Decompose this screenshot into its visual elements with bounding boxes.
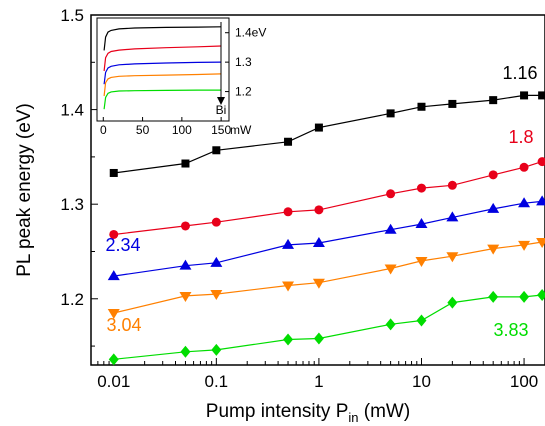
data-point (179, 291, 192, 302)
data-point (107, 270, 120, 281)
series-label: 3.83 (493, 320, 528, 340)
data-point (415, 256, 428, 267)
inset-y-tick-label: 1.2 (235, 85, 252, 99)
data-point (416, 183, 426, 193)
data-point (446, 211, 459, 222)
inset-x-tick-label: 150 (211, 123, 231, 137)
main-plot-frame (90, 14, 545, 366)
inset-series-line (103, 73, 222, 97)
y-tick-label: 1.2 (60, 290, 84, 309)
x-tick-label: 0.1 (205, 372, 229, 391)
x-tick-label: 10 (412, 372, 431, 391)
data-point (108, 353, 119, 366)
data-point (488, 290, 499, 303)
data-point (487, 202, 500, 213)
data-point (107, 308, 120, 319)
data-point (211, 343, 222, 356)
data-point (181, 159, 190, 168)
data-point (520, 91, 529, 100)
data-point (448, 99, 457, 108)
data-point (489, 96, 498, 105)
data-point (447, 296, 458, 309)
data-point (180, 345, 191, 358)
data-point (386, 109, 395, 118)
y-tick-label: 1.5 (60, 6, 84, 25)
series-line (113, 200, 543, 277)
data-point (314, 205, 324, 215)
data-point (109, 168, 118, 177)
data-point (384, 223, 397, 234)
data-point (180, 221, 190, 231)
inset-x-tick-label: 50 (136, 123, 150, 137)
x-tick-label: 0.01 (97, 372, 130, 391)
data-point (415, 218, 428, 229)
y-tick-label: 1.3 (60, 195, 84, 214)
data-point (487, 244, 500, 255)
inset-y-tick-label: 1.4eV (235, 26, 266, 40)
series-line (113, 294, 543, 360)
data-point (385, 318, 396, 331)
data-point (518, 240, 531, 251)
inset-y-tick-label: 1.3 (235, 55, 252, 69)
data-point (416, 314, 427, 327)
data-point (536, 238, 545, 249)
data-point (538, 91, 545, 100)
data-point (210, 256, 223, 267)
data-point (488, 170, 498, 180)
x-axis-label: Pump intensity Pin (mW) (206, 401, 410, 425)
inset-x-tick-label: 100 (172, 123, 192, 137)
data-point (210, 290, 223, 301)
series-line (113, 241, 543, 314)
data-point (447, 180, 457, 190)
data-point (313, 332, 324, 345)
inset-series-line (103, 45, 222, 72)
series-label: 3.04 (106, 315, 141, 335)
data-point (537, 157, 545, 167)
inset-frame (96, 17, 230, 122)
data-point (282, 238, 295, 249)
data-point (312, 236, 325, 247)
inset-arrow-label: Bi (216, 103, 227, 117)
inset-x-tick-label: 0 (100, 123, 107, 137)
inset-series-line (103, 61, 222, 85)
series-line (113, 161, 543, 236)
y-tick-label: 1.4 (60, 101, 84, 120)
x-tick-label: 100 (510, 372, 538, 391)
data-point (537, 289, 545, 301)
data-point (384, 264, 397, 275)
y-axis-label: PL peak energy (eV) (14, 103, 35, 277)
data-point (312, 278, 325, 289)
series-label: 2.34 (105, 235, 140, 255)
series-1-8 (109, 157, 545, 239)
inset-x-unit-label: mW (230, 123, 252, 137)
data-point (109, 229, 119, 239)
data-point (212, 146, 221, 155)
series-2-34 (107, 195, 545, 281)
inset-arrow-head (217, 97, 225, 105)
data-point (417, 102, 426, 111)
data-point (518, 197, 531, 208)
data-point (179, 259, 192, 270)
series-1-16 (109, 91, 545, 177)
data-point (519, 162, 529, 172)
series-label: 1.8 (508, 127, 533, 147)
data-point (536, 195, 545, 206)
series-3-04 (107, 238, 545, 319)
series-3-83 (108, 289, 545, 366)
series-label: 1.16 (502, 63, 537, 83)
inset-series-line (103, 89, 222, 110)
x-tick-label: 1 (314, 372, 323, 391)
data-point (519, 290, 530, 303)
inset-series-line (103, 26, 222, 51)
data-point (446, 252, 459, 263)
data-point (283, 333, 294, 346)
data-point (211, 217, 221, 227)
data-point (284, 137, 293, 146)
data-point (282, 281, 295, 292)
data-point (386, 189, 396, 199)
data-point (314, 123, 323, 132)
data-point (283, 207, 293, 217)
